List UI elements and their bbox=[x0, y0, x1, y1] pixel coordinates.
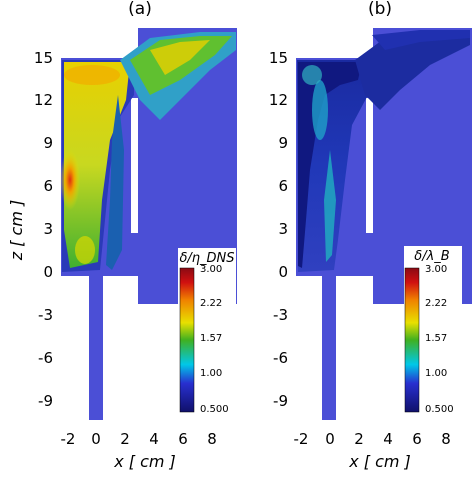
colorbar-title: δ/λ_B bbox=[414, 249, 450, 264]
y-tick: 6 bbox=[278, 177, 288, 195]
colorbar-tick: 0.500 bbox=[200, 404, 229, 415]
colorbar-tick: 0.500 bbox=[425, 404, 454, 415]
y-tick: 15 bbox=[34, 49, 53, 67]
y-tick: 9 bbox=[43, 134, 53, 152]
x-axis-label: x [ cm ] bbox=[348, 452, 411, 471]
x-tick: 4 bbox=[383, 430, 393, 448]
x-axis-label: x [ cm ] bbox=[113, 452, 176, 471]
y-tick: 9 bbox=[278, 134, 288, 152]
panel-b: (b) 15 12 9 6 bbox=[269, 0, 472, 471]
y-tick: 15 bbox=[269, 49, 288, 67]
panel-a: (a) bbox=[7, 0, 237, 471]
y-tick: 12 bbox=[34, 91, 53, 109]
colorbar-tick: 1.57 bbox=[425, 333, 447, 344]
y-tick: 0 bbox=[43, 263, 53, 281]
colorbar-tick: 3.00 bbox=[200, 264, 222, 275]
colorbar-tick: 2.22 bbox=[425, 298, 447, 309]
y-tick: -6 bbox=[38, 349, 53, 367]
panel-b-label: (b) bbox=[368, 0, 392, 19]
colorbar-title: δ/η_DNS bbox=[179, 251, 234, 266]
panel-a-y-ticks: 15 12 9 6 3 0 -3 -6 -9 bbox=[34, 49, 53, 410]
y-tick: 3 bbox=[278, 220, 288, 238]
panel-b-field bbox=[297, 30, 470, 272]
y-tick: 6 bbox=[43, 177, 53, 195]
y-tick: -3 bbox=[273, 306, 288, 324]
x-tick: 0 bbox=[325, 430, 335, 448]
y-tick: 3 bbox=[43, 220, 53, 238]
y-axis-label: z [ cm ] bbox=[7, 200, 26, 262]
x-tick: 6 bbox=[178, 430, 188, 448]
colorbar-tick: 1.00 bbox=[200, 368, 222, 379]
panel-a-label: (a) bbox=[128, 0, 152, 19]
panel-a-colorbar: δ/η_DNS 3.00 2.22 1.57 1.00 0.500 bbox=[178, 248, 236, 420]
x-tick: 2 bbox=[120, 430, 130, 448]
panel-a-field bbox=[60, 32, 236, 272]
x-tick: 8 bbox=[441, 430, 451, 448]
panel-a-x-ticks: -2 0 2 4 6 8 bbox=[61, 430, 217, 448]
x-tick: 2 bbox=[354, 430, 364, 448]
panel-b-y-ticks: 15 12 9 6 3 0 -3 -6 -9 bbox=[269, 49, 288, 410]
x-tick: -2 bbox=[294, 430, 309, 448]
y-tick: 12 bbox=[269, 91, 288, 109]
x-tick: 4 bbox=[149, 430, 159, 448]
y-tick: -9 bbox=[38, 392, 53, 410]
colorbar-tick: 3.00 bbox=[425, 264, 447, 275]
y-tick: -9 bbox=[273, 392, 288, 410]
panel-b-x-ticks: -2 0 2 4 6 8 bbox=[294, 430, 451, 448]
x-tick: -2 bbox=[61, 430, 76, 448]
y-tick: 0 bbox=[278, 263, 288, 281]
colorbar-tick: 1.00 bbox=[425, 368, 447, 379]
panel-b-colorbar: δ/λ_B 3.00 2.22 1.57 1.00 0.500 bbox=[404, 246, 462, 420]
y-tick: -3 bbox=[38, 306, 53, 324]
colorbar-tick: 1.57 bbox=[200, 333, 222, 344]
x-tick: 0 bbox=[91, 430, 101, 448]
colorbar-gradient bbox=[404, 267, 420, 413]
colorbar-gradient bbox=[179, 267, 195, 413]
colorbar-tick: 2.22 bbox=[200, 298, 222, 309]
x-tick: 6 bbox=[412, 430, 422, 448]
x-tick: 8 bbox=[207, 430, 217, 448]
y-tick: -6 bbox=[273, 349, 288, 367]
